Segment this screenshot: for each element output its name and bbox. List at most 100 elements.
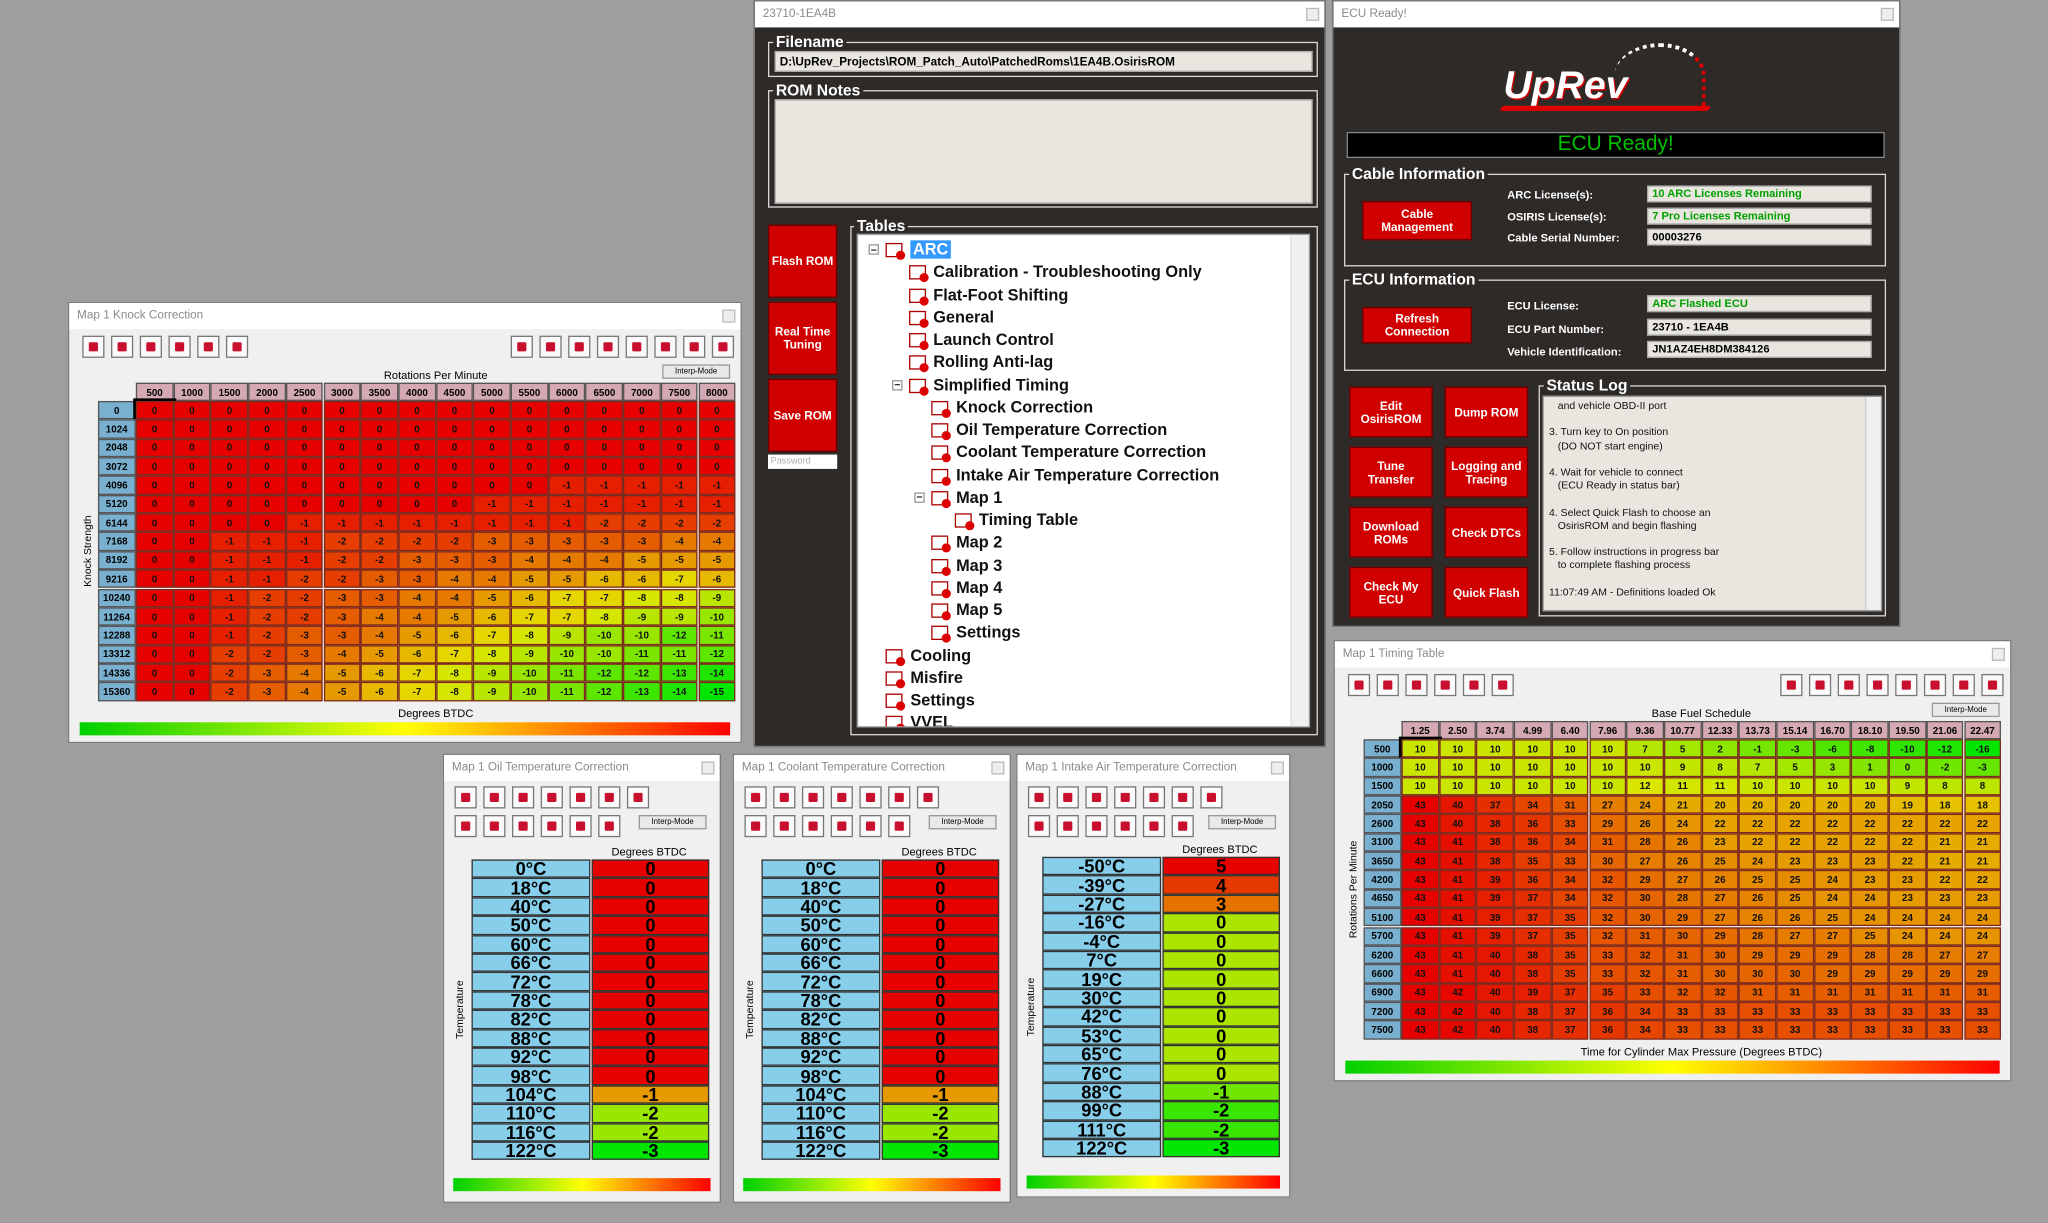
toolbar-icon[interactable] xyxy=(1952,673,1975,697)
toolbar-icon[interactable] xyxy=(1114,815,1137,838)
table-cell[interactable]: 34 xyxy=(1626,1020,1664,1040)
table-cell[interactable]: 0 xyxy=(591,1009,710,1030)
tree-item[interactable]: Settings xyxy=(956,623,1021,642)
table-cell[interactable]: 23 xyxy=(1813,851,1852,871)
table-cell[interactable]: 0 xyxy=(1162,950,1280,971)
table-cell[interactable]: 0 xyxy=(435,494,474,514)
table-cell[interactable]: 0 xyxy=(1162,931,1280,952)
toolbar-icon[interactable] xyxy=(1866,673,1889,697)
table-cell[interactable]: 32 xyxy=(1701,982,1739,1002)
table-cell[interactable]: -1 xyxy=(881,1084,1000,1105)
table-cell[interactable]: 0 xyxy=(135,438,174,458)
table-cell[interactable]: 0 xyxy=(591,990,710,1011)
table-cell[interactable]: 32 xyxy=(1588,870,1627,890)
table-cell[interactable]: 43 xyxy=(1401,889,1439,908)
table-cell[interactable]: 10 xyxy=(1738,776,1777,796)
table-cell[interactable]: 43 xyxy=(1401,1001,1439,1021)
table-cell[interactable]: -9 xyxy=(660,607,699,626)
table-cell[interactable]: -1 xyxy=(248,532,286,551)
table-cell[interactable]: -12 xyxy=(660,625,699,645)
table-cell[interactable]: 35 xyxy=(1551,907,1589,927)
table-cell[interactable]: -5 xyxy=(660,550,699,570)
table-cell[interactable]: -5 xyxy=(473,588,511,608)
table-cell[interactable]: -1 xyxy=(210,569,249,589)
table-cell[interactable]: 22 xyxy=(1813,814,1852,833)
table-cell[interactable]: 30 xyxy=(1701,945,1739,965)
table-cell[interactable]: -15 xyxy=(698,682,736,701)
table-cell[interactable]: 31 xyxy=(1888,982,1927,1002)
tree-expander[interactable] xyxy=(868,244,880,255)
table-cell[interactable]: 30 xyxy=(1701,964,1739,983)
table-cell[interactable]: -3 xyxy=(1776,739,1814,758)
toolbar-icon[interactable] xyxy=(1142,786,1166,809)
table-cell[interactable]: 31 xyxy=(1626,926,1664,946)
table-cell[interactable]: 0 xyxy=(591,971,710,992)
toolbar-icon[interactable] xyxy=(1056,815,1079,838)
table-cell[interactable]: -12 xyxy=(585,682,624,701)
table-cell[interactable]: 0 xyxy=(135,663,174,683)
table-cell[interactable]: -2 xyxy=(585,513,624,533)
tree-item[interactable]: Calibration - Troubleshooting Only xyxy=(933,262,1202,282)
table-cell[interactable]: -10 xyxy=(585,625,624,645)
toolbar-icon[interactable] xyxy=(801,786,825,809)
table-cell[interactable]: 8 xyxy=(1926,776,1964,796)
table-cell[interactable]: 0 xyxy=(698,438,736,458)
table-cell[interactable]: 27 xyxy=(1588,795,1627,815)
toolbar-icon[interactable] xyxy=(540,815,563,838)
table-cell[interactable]: 28 xyxy=(1663,889,1702,908)
table-cell[interactable]: -7 xyxy=(548,588,586,608)
table-cell[interactable]: -2 xyxy=(323,569,361,589)
table-cell[interactable]: -3 xyxy=(1162,1138,1280,1159)
close-button[interactable] xyxy=(1991,647,2005,661)
table-cell[interactable]: 3 xyxy=(1162,893,1280,914)
table-cell[interactable]: 33 xyxy=(1926,1001,1964,1021)
table-cell[interactable]: 37 xyxy=(1513,907,1552,927)
tree-item[interactable]: Simplified Timing xyxy=(933,375,1069,394)
table-cell[interactable]: -9 xyxy=(623,607,661,626)
close-button[interactable] xyxy=(722,309,736,323)
toolbar-icon[interactable] xyxy=(483,815,506,838)
table-cell[interactable]: -6 xyxy=(623,569,661,589)
tree-expander[interactable] xyxy=(914,492,925,503)
toolbar-icon[interactable] xyxy=(888,815,911,838)
table-cell[interactable]: 23 xyxy=(1888,870,1927,890)
table-cell[interactable]: 33 xyxy=(1888,1020,1927,1040)
action-button[interactable]: Download ROMs xyxy=(1349,506,1433,558)
table-cell[interactable]: -2 xyxy=(1162,1119,1280,1140)
table-cell[interactable]: -9 xyxy=(473,663,511,683)
table-cell[interactable]: 0 xyxy=(473,475,511,495)
password-input[interactable]: Password xyxy=(767,454,838,469)
table-cell[interactable]: 0 xyxy=(660,438,699,458)
tree-item[interactable]: VVEL xyxy=(910,713,954,728)
toolbar-icon[interactable] xyxy=(568,335,591,358)
table-cell[interactable]: 0 xyxy=(881,1009,1000,1030)
table-cell[interactable]: -13 xyxy=(623,682,661,701)
table-cell[interactable]: 29 xyxy=(1813,945,1852,965)
table-cell[interactable]: 0 xyxy=(881,858,1000,879)
table-cell[interactable]: -1 xyxy=(210,588,249,608)
toolbar-icon[interactable] xyxy=(1027,815,1051,838)
table-cell[interactable]: 43 xyxy=(1401,832,1439,852)
table-cell[interactable]: 22 xyxy=(1963,814,2002,833)
table-cell[interactable]: -2 xyxy=(660,513,699,533)
table-cell[interactable]: -14 xyxy=(698,663,736,683)
toolbar-icon[interactable] xyxy=(830,786,853,809)
toolbar-icon[interactable] xyxy=(139,335,162,358)
table-cell[interactable]: 10 xyxy=(1813,776,1852,796)
table-cell[interactable]: 33 xyxy=(1738,1020,1777,1040)
table-cell[interactable]: -3 xyxy=(323,588,361,608)
table-cell[interactable]: -13 xyxy=(660,663,699,683)
table-cell[interactable]: -11 xyxy=(623,644,661,664)
toolbar-icon[interactable] xyxy=(1462,673,1486,697)
table-cell[interactable]: -6 xyxy=(473,607,511,626)
table-cell[interactable]: 26 xyxy=(1738,889,1777,908)
table-cell[interactable]: -1 xyxy=(660,475,699,495)
table-cell[interactable]: 20 xyxy=(1813,795,1852,815)
table-cell[interactable]: 9 xyxy=(1663,757,1702,777)
tree-item[interactable]: Misfire xyxy=(910,668,963,687)
table-cell[interactable]: 24 xyxy=(1738,851,1777,871)
table-cell[interactable]: 42 xyxy=(1438,1001,1477,1021)
table-cell[interactable]: 0 xyxy=(591,896,710,917)
table-cell[interactable]: 0 xyxy=(323,419,361,439)
table-cell[interactable]: -12 xyxy=(585,663,624,683)
